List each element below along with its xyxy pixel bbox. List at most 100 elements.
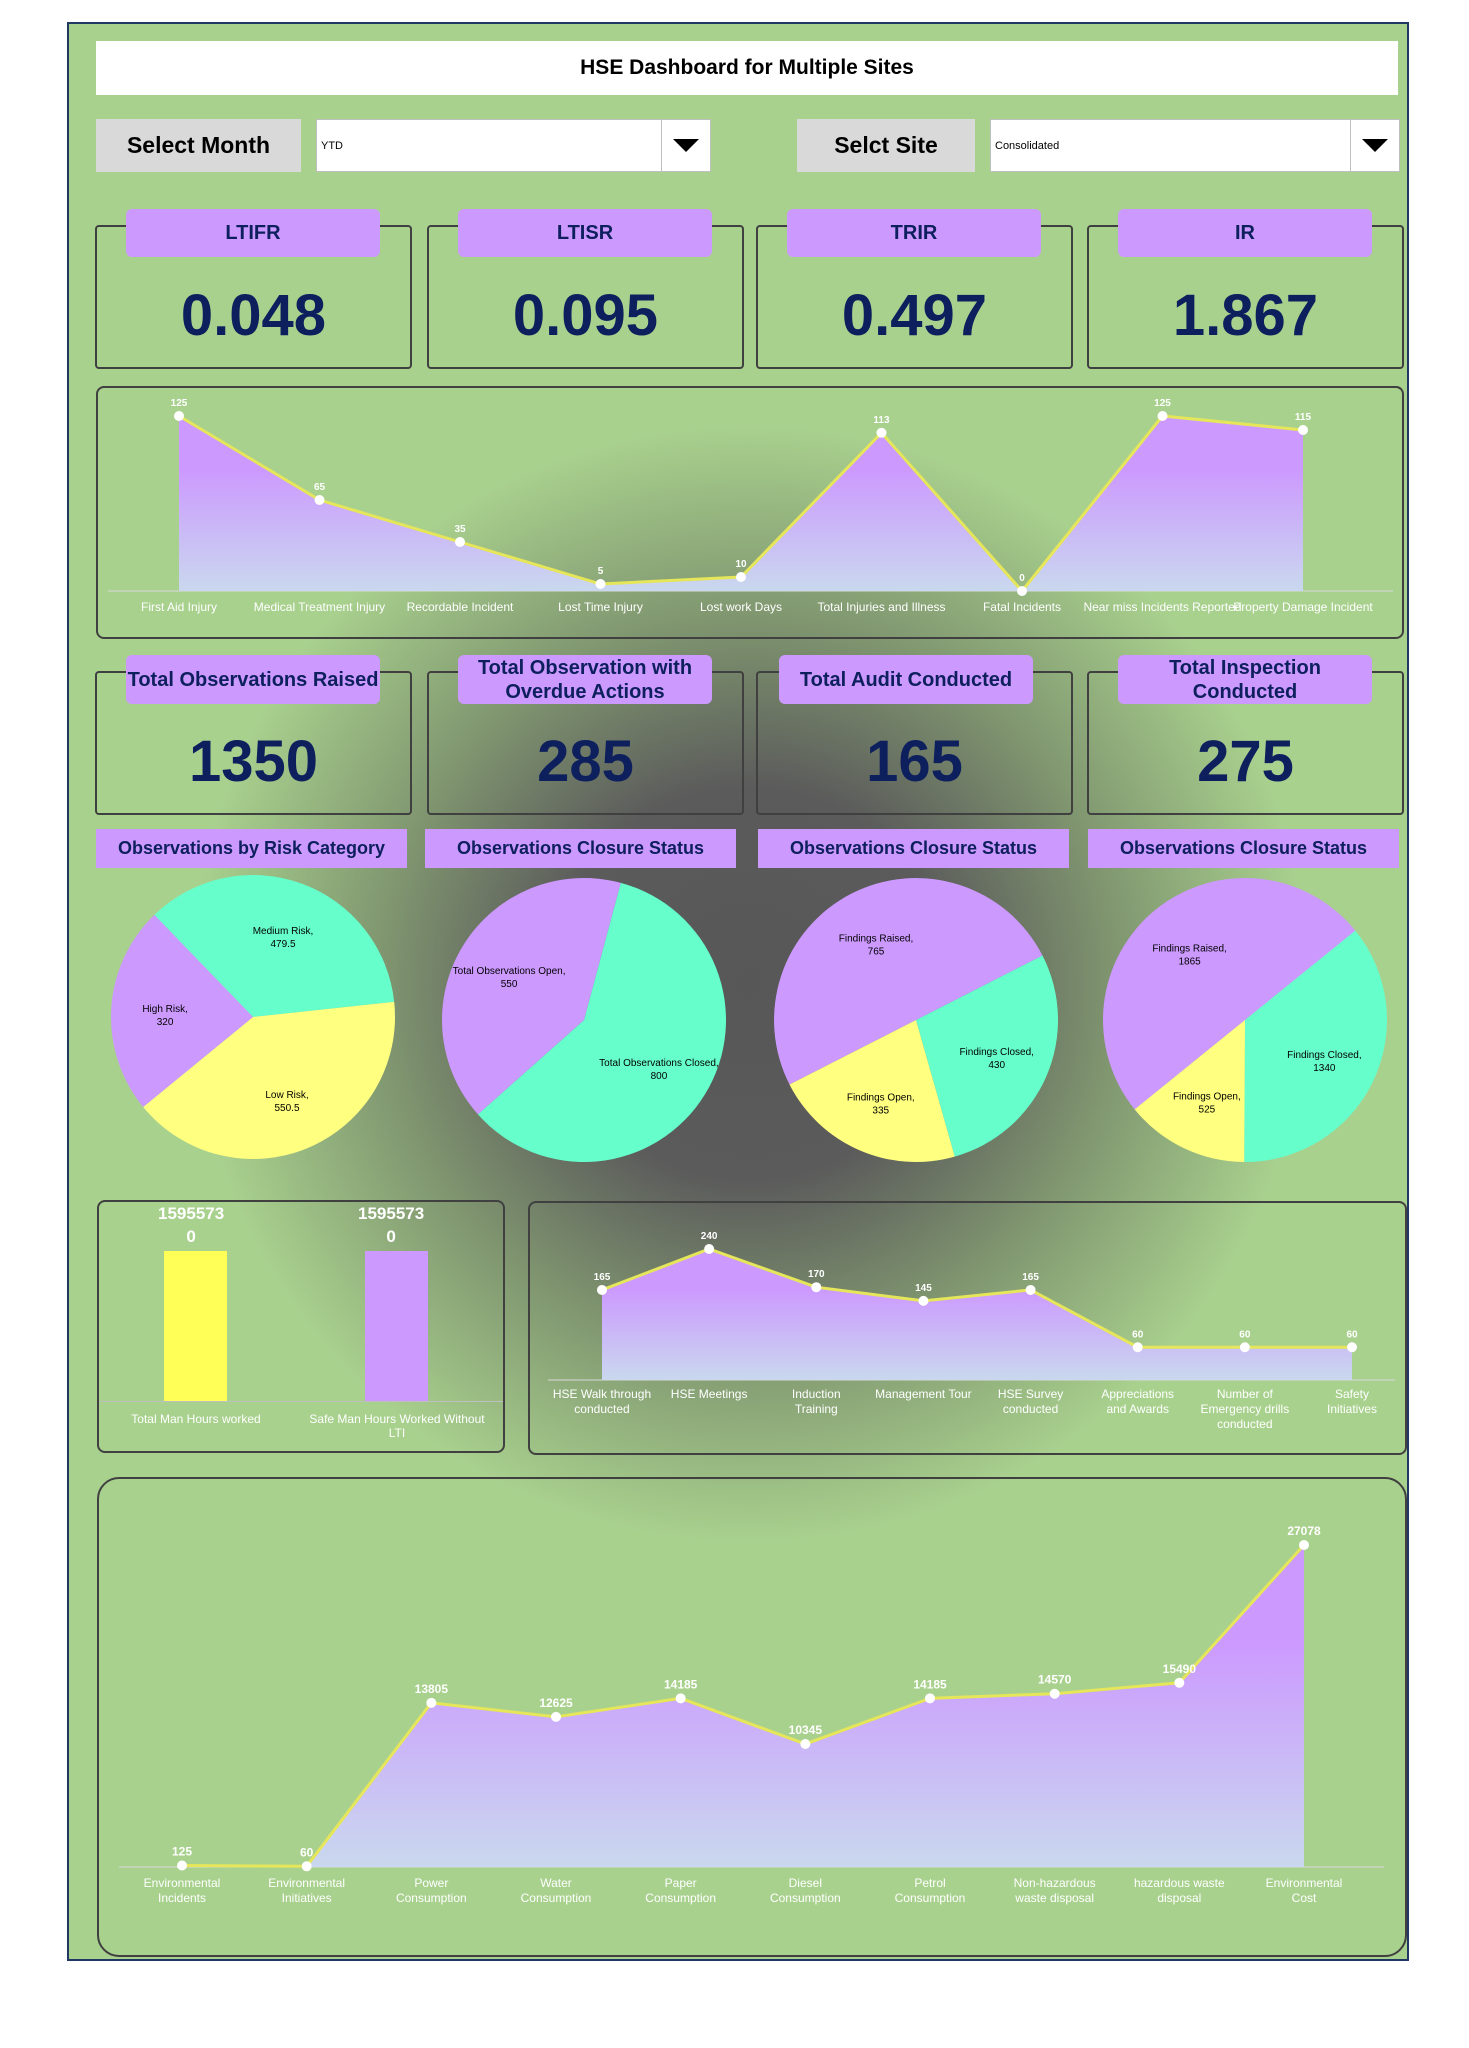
- pie-title: Observations by Risk Category: [96, 829, 407, 868]
- month-value: YTD: [321, 139, 343, 152]
- pie-label-line: 550: [501, 979, 518, 990]
- category-label: hazardous waste disposal: [1134, 1876, 1225, 1905]
- category-label: HSE Walk through conducted: [553, 1387, 651, 1416]
- data-point: [1157, 411, 1168, 421]
- count-label: Total Observation with Overdue Actions: [458, 655, 712, 704]
- category-label-line: Property Damage Incident: [1233, 600, 1373, 614]
- chevron-down-icon[interactable]: [661, 120, 710, 171]
- data-label: 12625: [539, 1696, 573, 1710]
- data-point: [1298, 425, 1308, 435]
- category-label-line: Cost: [1292, 1891, 1317, 1905]
- bar-data-label: 15955730: [158, 1204, 225, 1246]
- series-line: [601, 1247, 1352, 1349]
- data-label: 13805: [415, 1682, 449, 1696]
- area-fill: [179, 416, 1303, 591]
- category-label: Fatal Incidents: [983, 600, 1061, 614]
- data-point: [455, 537, 465, 547]
- category-label-line: conducted: [574, 1402, 629, 1416]
- kpi-label: IR: [1118, 209, 1372, 257]
- category-label-line: Petrol: [914, 1876, 945, 1890]
- bar-data-label: 15955730: [358, 1204, 425, 1246]
- category-label: Lost Time Injury: [558, 600, 643, 614]
- data-label: 27078: [1287, 1524, 1321, 1538]
- pie-slice: [442, 878, 621, 1115]
- category-label-line: Consumption: [521, 1891, 592, 1905]
- pie-title: Observations Closure Status: [1088, 829, 1399, 868]
- data-label: 125: [172, 1845, 192, 1859]
- series-line: [181, 1543, 1306, 1868]
- category-label: HSE Survey conducted: [998, 1387, 1063, 1416]
- category-label-line: Consumption: [770, 1891, 841, 1905]
- category-label-line: Environmental: [1266, 1876, 1343, 1890]
- category-label-line: Paper: [665, 1876, 697, 1890]
- pie-label-line: 335: [872, 1106, 889, 1117]
- kpi-value: 0.048: [180, 283, 327, 348]
- dashboard: HSE Dashboard for Multiple Sites Select …: [67, 22, 1409, 1961]
- kpi-ir: 1.867: [1087, 225, 1404, 369]
- pie-slice: [143, 1001, 395, 1159]
- data-point: [675, 1693, 686, 1704]
- pie-slice: [477, 882, 726, 1162]
- category-label-line: waste disposal: [1014, 1891, 1094, 1905]
- data-point: [1239, 1342, 1250, 1353]
- data-point: [811, 1282, 822, 1293]
- kpi-value: 0.497: [841, 283, 988, 348]
- count-value: 285: [537, 729, 634, 794]
- data-point: [177, 1860, 187, 1871]
- category-label-line: conducted: [1003, 1402, 1058, 1416]
- site-dropdown[interactable]: Consolidated: [990, 119, 1400, 172]
- month-dropdown[interactable]: YTD: [316, 119, 711, 172]
- count-value: 165: [866, 729, 963, 794]
- bar-safe-man-hours: [365, 1251, 428, 1401]
- pie-label-line: Findings Raised,: [839, 934, 913, 945]
- chevron-down-icon[interactable]: [1350, 120, 1399, 171]
- data-point: [1025, 1284, 1036, 1295]
- data-point: [876, 427, 887, 438]
- data-point: [551, 1711, 561, 1722]
- pie-label-line: Medium Risk,: [253, 926, 314, 937]
- category-label-line: Recordable Incident: [407, 600, 514, 614]
- category-label: Environmental Cost: [1266, 1876, 1343, 1905]
- pie-slice: [111, 914, 253, 1108]
- data-label: 15490: [1163, 1662, 1197, 1676]
- kpi-ltisr: 0.095: [427, 225, 744, 369]
- category-label-line: Consumption: [895, 1891, 966, 1905]
- data-point: [301, 1861, 312, 1872]
- category-label-line: Safety: [1335, 1387, 1369, 1401]
- pie-label-line: 765: [868, 947, 885, 958]
- pie-slice-label: Findings Closed, 430: [959, 1047, 1033, 1071]
- area-fill: [602, 1249, 1352, 1380]
- pie-slice-label: Findings Open, 525: [1173, 1091, 1241, 1115]
- data-label: 60: [1132, 1329, 1144, 1340]
- data-label: 0: [1019, 573, 1025, 584]
- pie-charts: Medium Risk, 479.5 Low Risk, 550.5 High Risk…: [111, 875, 1388, 1163]
- count-label: Total Inspection Conducted: [1118, 655, 1372, 704]
- pie-label-line: 1340: [1313, 1063, 1336, 1074]
- data-point: [597, 1284, 607, 1295]
- category-label-line: Medical Treatment Injury: [254, 600, 385, 614]
- category-label: Property Damage Incident: [1233, 600, 1373, 614]
- category-label-line: Incidents: [158, 1891, 206, 1905]
- category-label-line: First Aid Injury: [141, 600, 217, 614]
- data-point: [918, 1295, 929, 1306]
- data-label: 14185: [664, 1677, 698, 1691]
- category-label-line: HSE Survey: [998, 1387, 1063, 1401]
- count-label: Total Observations Raised: [126, 655, 380, 704]
- category-label: HSE Meetings: [671, 1387, 748, 1401]
- category-label: Management Tour: [875, 1387, 972, 1401]
- data-point: [426, 1697, 437, 1708]
- category-label-line: Lost Time Injury: [558, 600, 643, 614]
- pie-label-line: 430: [988, 1060, 1005, 1071]
- category-label-line: Diesel: [789, 1876, 822, 1890]
- category-label-line: Training: [795, 1402, 838, 1416]
- injury-chart-panel: 125 First Aid Injury 65 Medical Treatment I…: [96, 386, 1404, 639]
- data-label: 165: [1022, 1272, 1039, 1283]
- data-label: 125: [1154, 398, 1171, 409]
- data-point: [704, 1244, 715, 1254]
- data-point: [1299, 1540, 1309, 1550]
- pie-label-line: 1865: [1178, 957, 1201, 968]
- category-label-line: and Awards: [1106, 1402, 1169, 1416]
- category-label-line: disposal: [1157, 1891, 1201, 1905]
- category-label-line: Initiatives: [282, 1891, 332, 1905]
